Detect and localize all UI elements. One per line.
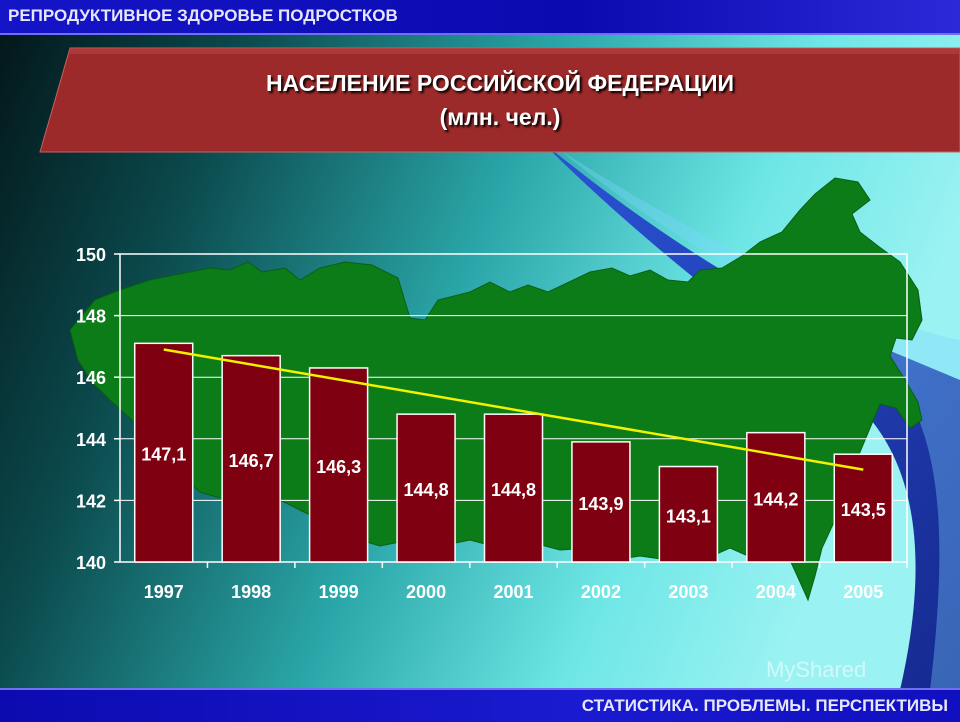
chart-subtitle: (млн. чел.) <box>439 104 561 130</box>
bottom-footer-bar: СТАТИСТИКА. ПРОБЛЕМЫ. ПЕРСПЕКТИВЫ <box>0 688 960 722</box>
bar <box>571 441 631 563</box>
bar <box>658 465 719 563</box>
bar-value-label: 147,1 <box>141 445 186 465</box>
bar <box>221 354 281 563</box>
x-tick-label: 2002 <box>581 582 621 602</box>
decorative-swoosh <box>540 140 960 690</box>
footer-tagline: СТАТИСТИКА. ПРОБЛЕМЫ. ПЕРСПЕКТИВЫ <box>581 696 948 715</box>
bar-value-label: 146,7 <box>229 451 274 471</box>
x-tick-label: 1999 <box>319 582 359 602</box>
trendline <box>163 348 864 471</box>
y-tick-label: 146 <box>76 368 106 388</box>
section-title: РЕПРОДУКТИВНОЕ ЗДОРОВЬЕ ПОДРОСТКОВ <box>8 6 398 25</box>
top-header-bar: РЕПРОДУКТИВНОЕ ЗДОРОВЬЕ ПОДРОСТКОВ <box>0 0 960 35</box>
y-tick-label: 142 <box>76 491 106 511</box>
y-tick-label: 140 <box>76 553 106 573</box>
bar <box>308 367 369 563</box>
bar <box>833 453 894 563</box>
x-tick-label: 2005 <box>843 582 883 602</box>
bar-value-label: 146,3 <box>316 457 361 477</box>
bar-value-label: 144,2 <box>753 489 798 509</box>
x-tick-label: 2004 <box>756 582 796 602</box>
bar <box>396 413 456 563</box>
bar <box>133 342 194 563</box>
x-tick-label: 2001 <box>493 582 533 602</box>
x-tick-label: 2000 <box>406 582 446 602</box>
y-tick-label: 148 <box>76 307 106 327</box>
bar-value-label: 144,8 <box>491 480 536 500</box>
x-tick-label: 1998 <box>231 582 271 602</box>
bar-value-label: 144,8 <box>404 480 449 500</box>
y-tick-label: 150 <box>76 245 106 265</box>
bar-value-label: 143,5 <box>841 500 886 520</box>
x-tick-label: 2003 <box>668 582 708 602</box>
bar-value-label: 143,9 <box>578 494 623 514</box>
bar-value-label: 143,1 <box>666 506 711 526</box>
chart-title: НАСЕЛЕНИЕ РОССИЙСКОЙ ФЕДЕРАЦИИ <box>265 70 735 96</box>
x-tick-label: 1997 <box>144 582 184 602</box>
y-tick-label: 144 <box>76 430 106 450</box>
watermark: MyShared <box>766 657 867 682</box>
bar <box>483 413 544 563</box>
